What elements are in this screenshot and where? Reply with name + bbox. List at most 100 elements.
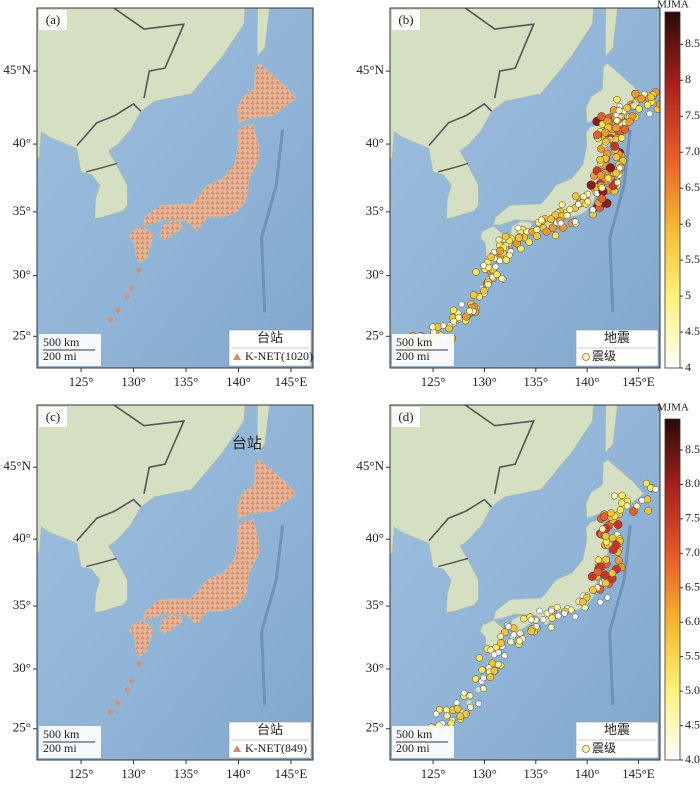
quake-symbol	[517, 245, 525, 253]
quake-symbol	[596, 598, 604, 606]
trench	[608, 129, 632, 313]
legend-symbol	[582, 353, 590, 361]
quake-symbol	[480, 262, 487, 269]
quake-symbol	[547, 215, 555, 224]
x-tick-label: 125°	[421, 374, 446, 389]
quake-symbol	[527, 616, 535, 624]
legend-title: 地震	[604, 722, 630, 737]
quake-symbol	[547, 623, 555, 631]
y-tick-label: 40°	[13, 135, 31, 150]
quake-symbol	[593, 567, 603, 577]
quake-symbol	[479, 286, 488, 295]
islet	[107, 709, 113, 715]
quake-symbol	[467, 703, 475, 711]
border	[112, 8, 186, 99]
y-tick-label: 30°	[13, 660, 31, 675]
x-tick-label: 135°	[174, 374, 199, 389]
colorbar-tick-label: 6	[685, 216, 691, 230]
quake-symbol	[602, 579, 610, 588]
land	[159, 614, 184, 635]
quake-symbol	[558, 201, 566, 209]
panel-label: (b)	[398, 12, 413, 27]
quake-symbol	[507, 638, 515, 646]
legend-symbol	[582, 745, 590, 753]
quake-symbol	[478, 666, 486, 674]
legend-title: 台站	[257, 722, 283, 737]
colorbar-tick-label: 8.0	[685, 476, 700, 490]
y-tick-label: 45°N	[356, 458, 384, 473]
quake-symbol	[575, 200, 582, 208]
quake-symbol	[505, 623, 512, 630]
legend-label: 震级	[592, 741, 616, 755]
quake-symbol	[458, 300, 465, 308]
map-panel	[390, 8, 660, 368]
quake-symbol	[642, 479, 651, 488]
x-tick-label: 145°E	[275, 766, 308, 781]
land	[605, 8, 618, 57]
colorbar-tick-label: 4	[685, 360, 691, 374]
y-tick-label: 45°N	[356, 62, 384, 77]
y-tick-label: 25°	[366, 720, 384, 735]
quake-symbol	[487, 646, 495, 654]
quake-symbol	[571, 192, 580, 201]
x-tick-label: 140°	[575, 374, 600, 389]
quake-symbol	[610, 141, 620, 151]
y-tick-label: 30°	[366, 267, 384, 282]
quake-symbol	[601, 532, 610, 541]
x-tick-label: 125°	[69, 374, 94, 389]
y-tick-label: 25°	[366, 327, 384, 342]
colorbar	[664, 418, 681, 761]
colorbar-tick-label: 6.0	[685, 614, 700, 628]
label-box	[392, 407, 420, 427]
quake-symbol	[566, 206, 574, 213]
quake-symbol	[618, 499, 626, 507]
quake-symbol	[533, 226, 541, 234]
quake-symbol	[631, 89, 640, 98]
colorbar-tick-label: 5.5	[685, 648, 700, 662]
panel-label: (c)	[46, 409, 60, 424]
quake-symbol	[604, 594, 611, 601]
quake-symbol	[647, 93, 655, 101]
quake-symbol	[618, 134, 626, 142]
border	[86, 557, 117, 568]
quake-symbol	[460, 689, 468, 697]
colorbar-tick-label: 4.5	[685, 717, 700, 731]
islet	[136, 268, 142, 274]
x-tick-label: 125°	[421, 766, 446, 781]
quake-symbol	[445, 324, 453, 333]
quake-symbol	[548, 614, 556, 622]
x-tick-label: 130°	[472, 766, 497, 781]
quake-symbol	[449, 306, 458, 314]
quake-symbol	[551, 231, 560, 239]
border	[428, 102, 493, 147]
quake-symbol	[538, 216, 546, 224]
quake-symbol	[638, 497, 646, 504]
colorbar-tick-label: 7.0	[685, 144, 700, 158]
scale-label: 500 km	[396, 335, 433, 349]
quake-symbol	[623, 502, 631, 510]
quake-symbol	[614, 556, 623, 565]
land	[390, 8, 594, 219]
quake-symbol	[563, 211, 571, 219]
colorbar-tick-label: 5.0	[685, 683, 700, 697]
quake-symbol	[486, 673, 495, 682]
quake-symbol	[497, 632, 505, 640]
label-box	[392, 10, 420, 30]
quake-symbol	[469, 291, 478, 299]
x-tick-label: 135°	[174, 766, 199, 781]
quake-symbol	[616, 164, 624, 172]
colorbar-tick-label: 8	[685, 72, 691, 86]
border	[76, 498, 142, 542]
quake-symbol	[548, 607, 555, 615]
border	[438, 557, 469, 568]
quake-symbol	[548, 223, 557, 232]
quake-symbol	[501, 652, 508, 659]
x-tick-label: 130°	[472, 374, 497, 389]
map-annotation: 台站	[232, 435, 262, 452]
land	[128, 619, 154, 658]
land	[237, 63, 297, 124]
quake-symbol	[443, 712, 451, 720]
islet	[115, 307, 121, 313]
colorbar-tick-label: 8.5	[685, 442, 700, 456]
quake-symbol	[497, 639, 505, 647]
